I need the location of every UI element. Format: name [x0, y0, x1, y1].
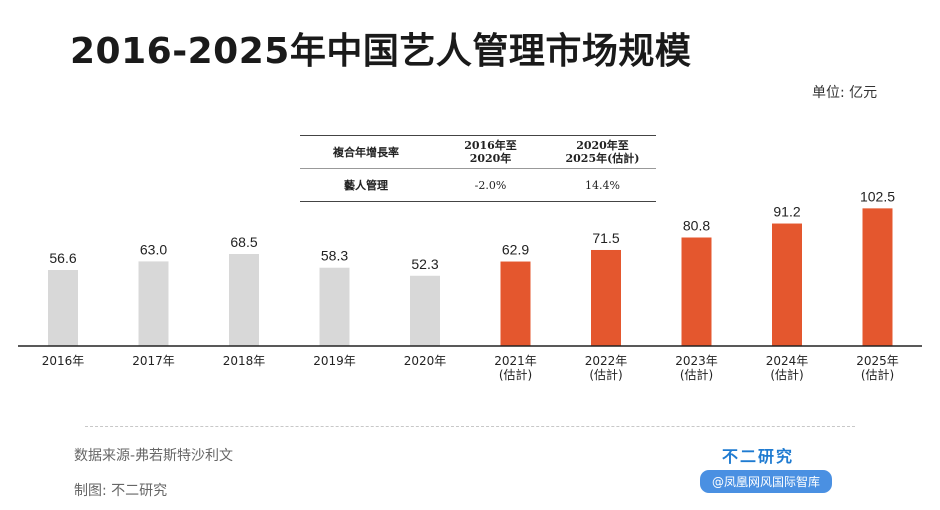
bar-5	[500, 261, 531, 346]
category-label-0: 2016年	[42, 354, 85, 368]
category-label-7: 2023年	[675, 354, 718, 368]
bar-6	[591, 249, 621, 346]
data-source: 数据来源-弗若斯特沙利文	[74, 448, 234, 464]
category-label-6: 2022年	[585, 354, 628, 368]
value-label-7: 80.8	[683, 217, 710, 233]
category-sublabel-5: (估計)	[499, 367, 532, 382]
bar-9	[862, 208, 893, 346]
value-label-9: 102.5	[860, 188, 895, 204]
bar-4	[410, 275, 440, 346]
cagr-header-period1: 2016年至 2020年	[432, 135, 549, 169]
category-label-9: 2025年	[856, 354, 899, 368]
cagr-row-label: 藝人管理	[300, 168, 432, 202]
chart-title: 2016-2025年中国艺人管理市场规模	[70, 31, 692, 72]
value-label-0: 56.6	[49, 250, 76, 266]
cagr-row-value1: -2.0%	[432, 168, 549, 202]
category-label-4: 2020年	[404, 354, 447, 368]
brand-subtitle: @凤凰网风国际智库	[700, 470, 833, 493]
category-sublabel-6: (估計)	[589, 367, 622, 382]
value-label-4: 52.3	[411, 256, 438, 272]
value-label-2: 68.5	[230, 234, 257, 250]
category-sublabel-7: (估計)	[680, 367, 713, 382]
cagr-header-period2: 2020年至 2025年(估計)	[549, 135, 656, 169]
cagr-table: 複合年增長率 2016年至 2020年 2020年至 2025年(估計) 藝人管理 …	[300, 135, 656, 202]
category-label-8: 2024年	[766, 354, 809, 368]
category-label-2: 2018年	[223, 354, 266, 368]
bar-0	[48, 269, 78, 346]
value-label-3: 58.3	[321, 248, 348, 264]
bar-2	[229, 254, 259, 346]
category-label-5: 2021年	[494, 354, 537, 368]
bar-3	[319, 267, 350, 346]
brand-logo: 不二研究	[722, 447, 795, 466]
category-sublabel-8: (估計)	[770, 367, 803, 382]
value-label-5: 62.9	[502, 242, 529, 258]
value-label-6: 71.5	[592, 230, 619, 246]
cagr-header-label: 複合年增長率	[300, 135, 432, 169]
category-label-3: 2019年	[313, 354, 356, 368]
bar-chart: 56.6 2016年 63.0 2017年 68.5 2018年 58.3 2019年 52.3…	[18, 188, 922, 382]
value-label-8: 91.2	[773, 204, 800, 220]
unit-label: 单位: 亿元	[812, 85, 878, 101]
category-sublabel-9: (估計)	[861, 367, 894, 382]
cagr-row-value2: 14.4%	[549, 168, 656, 202]
value-label-1: 63.0	[140, 241, 167, 257]
bar-8	[772, 223, 802, 346]
category-label-1: 2017年	[132, 354, 175, 368]
chart-maker: 制图: 不二研究	[74, 483, 168, 499]
bar-1	[138, 261, 169, 346]
bar-7	[681, 237, 712, 346]
footer-divider	[85, 426, 855, 427]
